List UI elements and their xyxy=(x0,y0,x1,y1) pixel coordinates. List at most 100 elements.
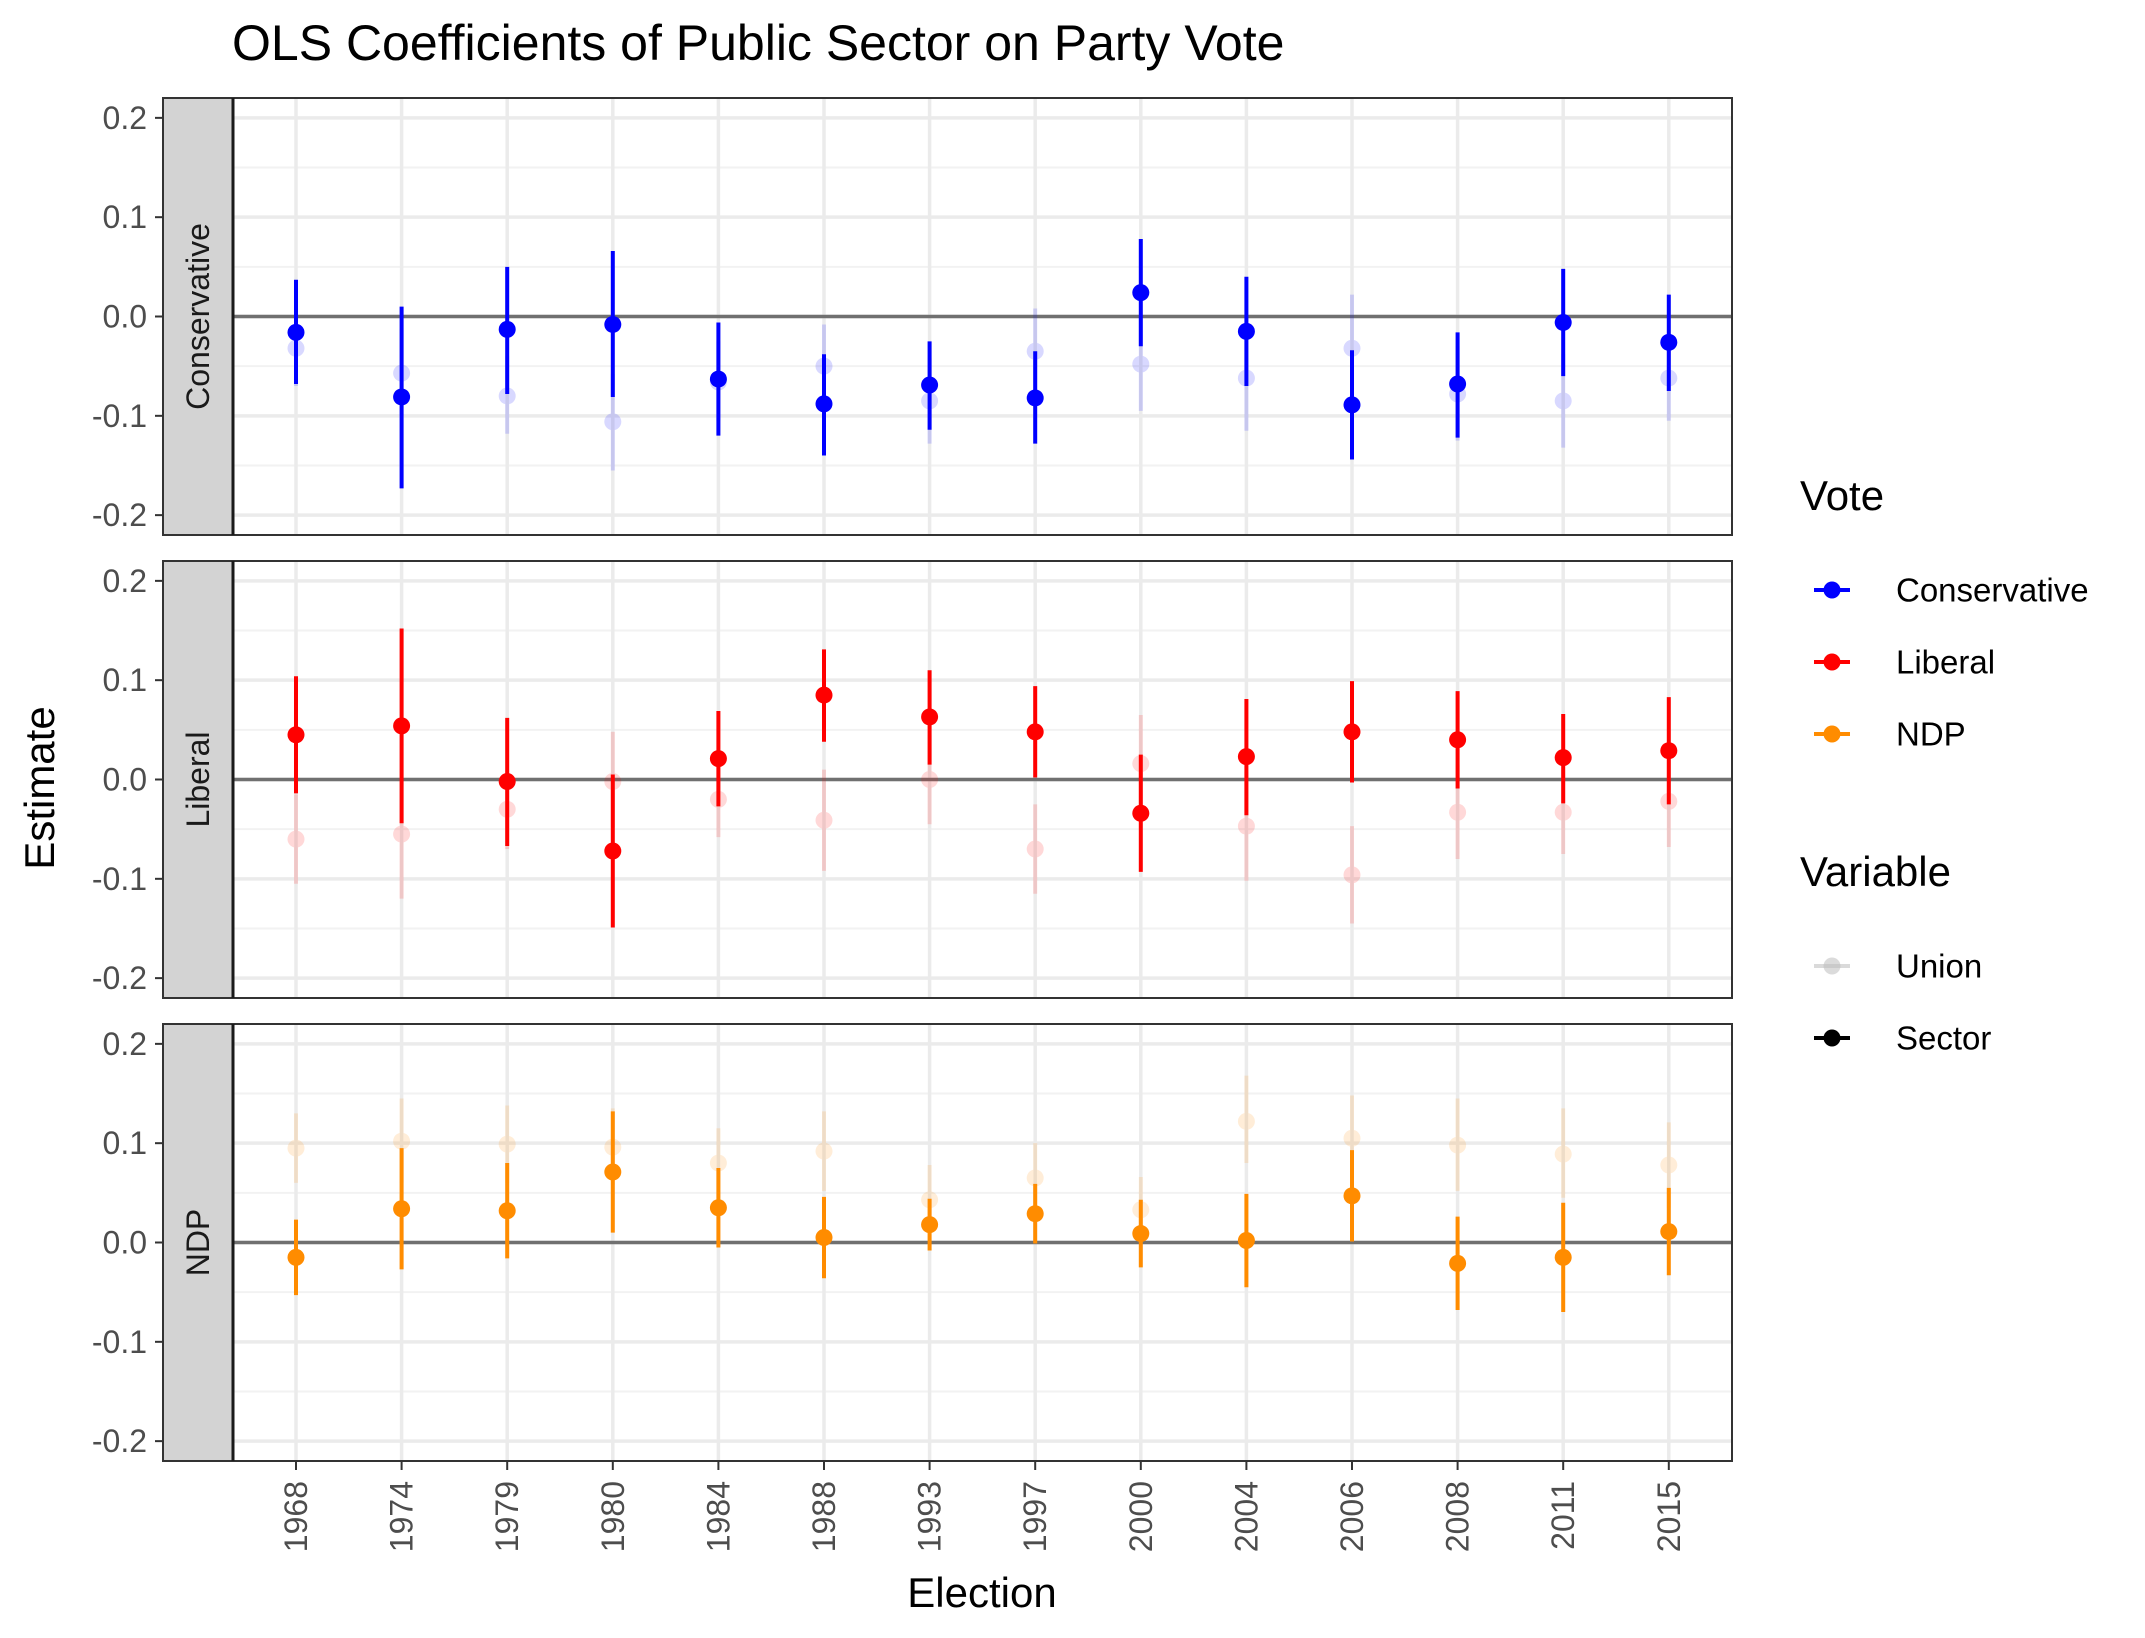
sector-point xyxy=(921,376,939,394)
panel-conservative: Conservative -0.2 -0.1 0.0 0.1 0.2 xyxy=(92,97,1733,536)
sector-point xyxy=(1132,804,1150,822)
union-point xyxy=(1026,840,1044,858)
sector-point xyxy=(393,717,411,735)
y-tick-label: 0.2 xyxy=(103,563,147,599)
union-point xyxy=(1554,1145,1572,1163)
sector-point xyxy=(393,1200,411,1218)
panel-strip xyxy=(162,560,234,999)
union-point xyxy=(1660,1156,1678,1174)
x-axis-title: Election xyxy=(907,1569,1056,1616)
legend-entry-label: Conservative xyxy=(1896,572,2089,609)
sector-point xyxy=(1660,742,1678,760)
union-point xyxy=(1343,1129,1361,1147)
legend-entry-label: Union xyxy=(1896,948,1982,985)
sector-point xyxy=(1343,396,1361,414)
legend-key-point xyxy=(1823,725,1841,743)
legend-key-point xyxy=(1823,1029,1841,1047)
sector-point xyxy=(1449,731,1467,749)
sector-point xyxy=(921,708,939,726)
legend-vote: Vote Conservative Liberal NDP xyxy=(1800,472,2089,753)
legend-entry-label: Liberal xyxy=(1896,644,1995,681)
sector-point xyxy=(709,750,727,768)
sector-point xyxy=(1343,1187,1361,1205)
sector-point xyxy=(287,1248,305,1266)
x-tick-label: 1979 xyxy=(489,1481,525,1552)
union-point xyxy=(393,825,411,843)
sector-point xyxy=(604,842,622,860)
sector-point xyxy=(498,320,516,338)
sector-point xyxy=(1237,748,1255,766)
sector-point xyxy=(1026,1205,1044,1223)
x-tick-label: 2006 xyxy=(1334,1481,1370,1552)
legend-key-point xyxy=(1823,653,1841,671)
union-point xyxy=(498,387,516,405)
x-tick-label: 2000 xyxy=(1123,1481,1159,1552)
y-tick-label: 0.1 xyxy=(103,662,147,698)
x-tick-label: 1974 xyxy=(384,1481,420,1552)
sector-point xyxy=(1449,1254,1467,1272)
y-tick-label: 0.2 xyxy=(103,1026,147,1062)
legend-entry-label: Sector xyxy=(1896,1020,1991,1057)
union-point xyxy=(1554,392,1572,410)
union-point xyxy=(1449,803,1467,821)
sector-point xyxy=(287,323,305,341)
x-tick-label: 2011 xyxy=(1545,1481,1581,1550)
union-point xyxy=(1237,817,1255,835)
sector-point xyxy=(1554,749,1572,767)
sector-point xyxy=(604,1163,622,1181)
legend-variable: Variable Union Sector xyxy=(1800,848,1991,1057)
union-point xyxy=(815,811,833,829)
y-tick-label: 0.1 xyxy=(103,199,147,235)
y-axis-title: Estimate xyxy=(16,706,63,869)
sector-point xyxy=(709,370,727,388)
x-tick-label: 2004 xyxy=(1228,1481,1264,1552)
chart-title: OLS Coefficients of Public Sector on Par… xyxy=(232,15,1284,71)
sector-point xyxy=(1026,723,1044,741)
panel-strip xyxy=(162,1023,234,1462)
sector-point xyxy=(1343,723,1361,741)
series-sector xyxy=(287,1111,1678,1313)
x-tick-label: 1984 xyxy=(700,1481,736,1552)
union-point xyxy=(604,413,622,431)
y-tick-label: 0.0 xyxy=(103,762,147,798)
sector-point xyxy=(287,726,305,744)
y-tick-label: 0.2 xyxy=(103,100,147,136)
legend-title: Variable xyxy=(1800,848,1951,895)
union-point xyxy=(393,1132,411,1150)
panel-liberal: Liberal -0.2 -0.1 0.0 0.1 0.2 xyxy=(92,560,1733,999)
sector-point xyxy=(921,1216,939,1234)
x-tick-label: 1988 xyxy=(806,1481,842,1552)
legend-key-point xyxy=(1823,957,1841,975)
union-point xyxy=(1132,355,1150,373)
panels-layer: Conservative -0.2 -0.1 0.0 0.1 0.2 Liberal -0.2… xyxy=(92,97,1733,1462)
sector-point xyxy=(498,772,516,790)
y-tick-label: 0.0 xyxy=(103,1225,147,1261)
union-point xyxy=(287,1139,305,1157)
sector-point xyxy=(1660,1223,1678,1241)
union-point xyxy=(287,830,305,848)
x-tick-label: 2008 xyxy=(1440,1481,1476,1552)
panel-strip-label: Liberal xyxy=(180,731,216,827)
sector-point xyxy=(604,315,622,333)
sector-point xyxy=(1554,1248,1572,1266)
x-axis: 1968 1974 1979 1980 1984 1988 1993 1997 2000 2004… xyxy=(278,1461,1687,1552)
legend: Vote Conservative Liberal NDP Variable Union S… xyxy=(1800,472,2089,1057)
union-point xyxy=(1343,339,1361,357)
union-point xyxy=(1343,866,1361,884)
panel-strip-label: Conservative xyxy=(180,223,216,410)
y-tick-label: 0.1 xyxy=(103,1125,147,1161)
sector-point xyxy=(815,395,833,413)
panel-strip-label: NDP xyxy=(180,1209,216,1277)
y-tick-label: -0.1 xyxy=(92,398,147,434)
x-tick-label: 1993 xyxy=(912,1481,948,1552)
x-tick-label: 2015 xyxy=(1651,1481,1687,1552)
panel-strip xyxy=(162,97,234,536)
sector-point xyxy=(1449,375,1467,393)
sector-point xyxy=(498,1202,516,1220)
y-tick-label: 0.0 xyxy=(103,299,147,335)
sector-point xyxy=(1026,389,1044,407)
legend-key-point xyxy=(1823,581,1841,599)
series-sector xyxy=(287,239,1678,489)
